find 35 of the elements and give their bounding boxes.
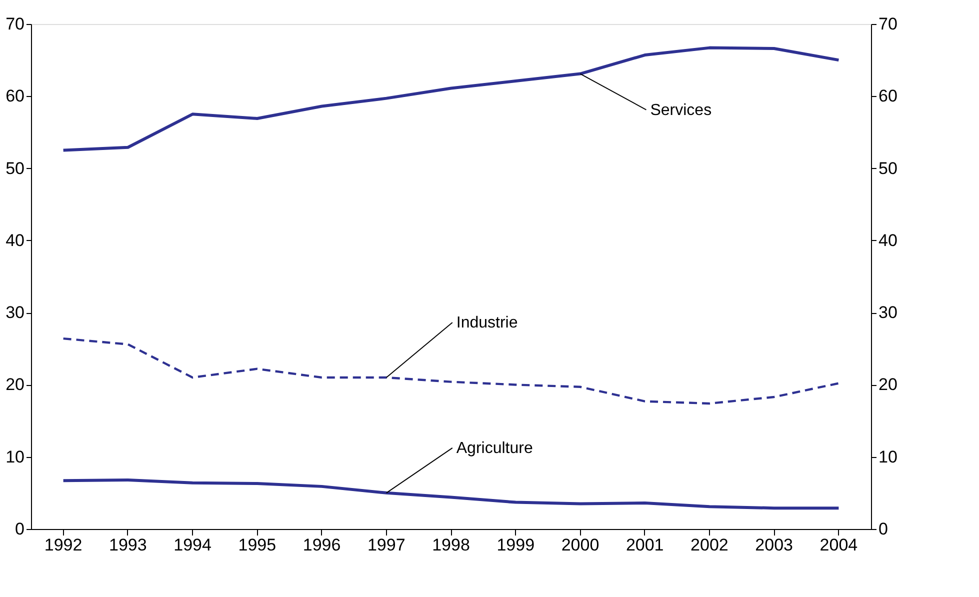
text: Services <box>650 102 712 119</box>
x-tick-label: 1994 <box>174 536 212 554</box>
x-tick-label: 1999 <box>496 536 535 554</box>
y-tick-label: 0 <box>15 520 24 538</box>
x-tick-label: 2003 <box>755 536 793 554</box>
y2-tick-label: 70 <box>878 14 898 34</box>
y-tick-label: 20 <box>6 375 24 394</box>
y2-tick-label: 60 <box>878 86 898 106</box>
x-tick-label: 1997 <box>367 536 406 554</box>
x-tick-label: 2000 <box>561 536 600 554</box>
x-tick-label: 1995 <box>238 536 276 554</box>
y2-tick-label: 30 <box>878 303 898 322</box>
line-series <box>62 337 840 405</box>
y2-tick-label: 10 <box>878 447 898 466</box>
y2-tick-label: 40 <box>878 230 898 250</box>
y2-tick-label: 20 <box>878 375 898 394</box>
line-series <box>62 46 840 152</box>
x-tick-label: 1996 <box>302 536 341 554</box>
line-series <box>62 478 840 510</box>
y-tick-label: 50 <box>6 158 24 178</box>
y2-tick-label: 50 <box>878 158 898 178</box>
y-tick-label: 40 <box>6 230 24 250</box>
x-tick-label: 2004 <box>820 536 858 554</box>
y-tick-label: 30 <box>6 303 24 322</box>
x-tick-label: 2001 <box>626 536 664 554</box>
x-tick-label: 1992 <box>44 536 82 554</box>
y2-tick-label: 0 <box>878 520 888 538</box>
y-tick-label: 10 <box>6 447 24 466</box>
x-tick-label: 2002 <box>690 536 728 554</box>
y-tick-label: 70 <box>6 14 24 34</box>
x-tick-label: 1998 <box>432 536 470 554</box>
y-tick-label: 60 <box>6 86 24 106</box>
text: Agriculture <box>456 440 533 457</box>
x-tick-label: 1993 <box>109 536 147 554</box>
text: Industrie <box>456 314 518 332</box>
